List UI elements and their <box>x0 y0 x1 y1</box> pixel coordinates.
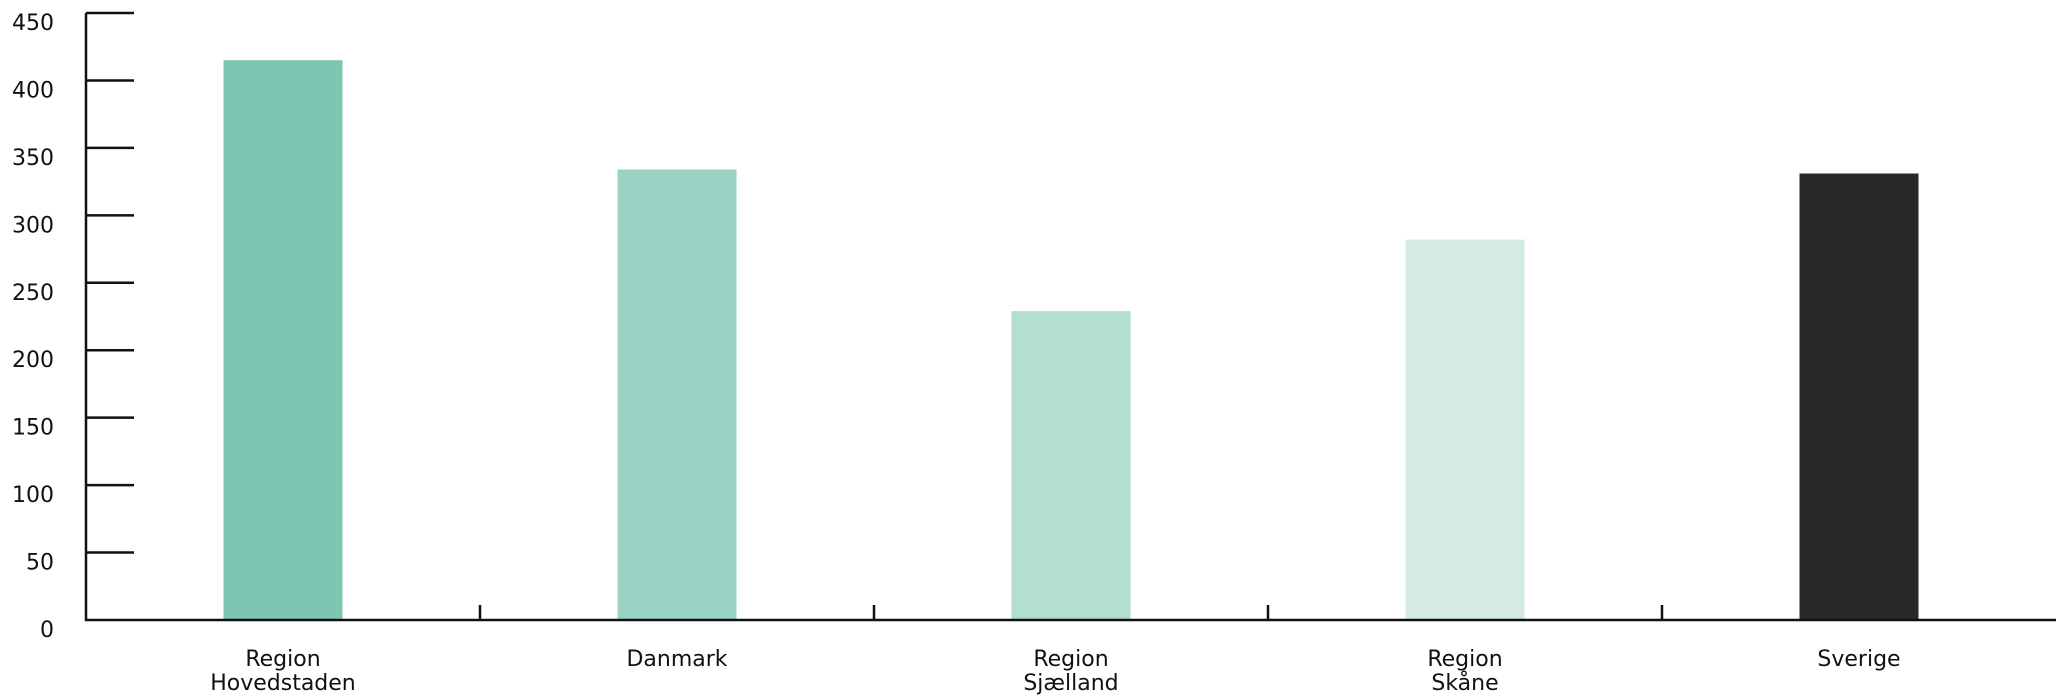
x-tick-label-0: Region Hovedstaden <box>210 647 356 695</box>
bar-sverige <box>1799 173 1919 621</box>
y-tick-label-300: 300 <box>12 213 54 238</box>
y-axis-ticks: 0 50 100 150 200 250 300 350 400 450 <box>12 11 134 643</box>
bar-region-skåne <box>1405 239 1525 620</box>
x-tick-label-2: Region Sjælland <box>1023 647 1118 695</box>
x-tick-label-3: Region Skåne <box>1427 647 1502 695</box>
y-tick-label-150: 150 <box>12 416 54 441</box>
y-tick-label-350: 350 <box>12 146 54 171</box>
y-tick-label-0: 0 <box>40 618 54 643</box>
y-tick-label-50: 50 <box>26 551 54 576</box>
x-tick-label-1: Danmark <box>626 647 727 672</box>
x-tick-label-4: Sverige <box>1817 647 1900 672</box>
bars <box>223 60 1919 621</box>
y-tick-label-400: 400 <box>12 78 54 103</box>
y-tick-label-250: 250 <box>12 281 54 306</box>
y-tick-label-100: 100 <box>12 483 54 508</box>
bar-region-hovedstaden <box>223 60 343 620</box>
x-axis-ticks <box>478 605 1664 620</box>
y-tick-label-450: 450 <box>12 11 54 36</box>
bar-region-sjælland <box>1011 311 1131 620</box>
x-axis-labels: Region Hovedstaden Danmark Region Sjælland Re… <box>210 647 1900 695</box>
y-tick-label-200: 200 <box>12 348 54 373</box>
bar-danmark <box>617 169 737 620</box>
